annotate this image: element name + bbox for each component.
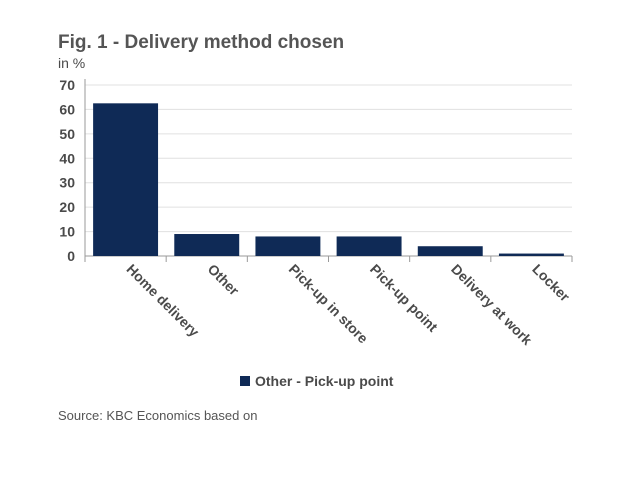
y-tick-label: 10 bbox=[59, 224, 75, 240]
y-tick-label: 40 bbox=[59, 150, 75, 166]
y-tick-label: 0 bbox=[67, 248, 75, 264]
bar bbox=[498, 253, 564, 256]
x-tick-label: Delivery at work bbox=[448, 261, 535, 348]
x-tick-label: Locker bbox=[529, 261, 573, 305]
legend-label: Other - Pick-up point bbox=[255, 373, 394, 389]
bar-chart: in % 0 10 20 30 40 50 60 70 Home delivery Other Pic… bbox=[58, 55, 573, 389]
y-axis-label: in % bbox=[58, 55, 85, 71]
y-tick-label: 60 bbox=[59, 101, 75, 117]
y-tick-label: 70 bbox=[59, 77, 75, 93]
chart-title: Fig. 1 - Delivery method chosen bbox=[58, 32, 345, 53]
y-tick-label: 30 bbox=[59, 175, 75, 191]
bar bbox=[93, 103, 159, 256]
x-tick-label: Pick-up in store bbox=[286, 261, 372, 347]
x-tick-label: Pick-up point bbox=[367, 261, 441, 335]
x-tick-label: Home delivery bbox=[123, 261, 202, 340]
bar bbox=[417, 246, 483, 256]
bar bbox=[174, 234, 240, 256]
legend-swatch bbox=[240, 376, 250, 386]
x-tick-label: Other bbox=[205, 261, 243, 299]
bar bbox=[255, 236, 321, 256]
bar bbox=[336, 236, 402, 256]
source-note: Source: KBC Economics based on bbox=[58, 408, 258, 423]
y-tick-label: 50 bbox=[59, 126, 75, 142]
y-tick-label: 20 bbox=[59, 199, 75, 215]
